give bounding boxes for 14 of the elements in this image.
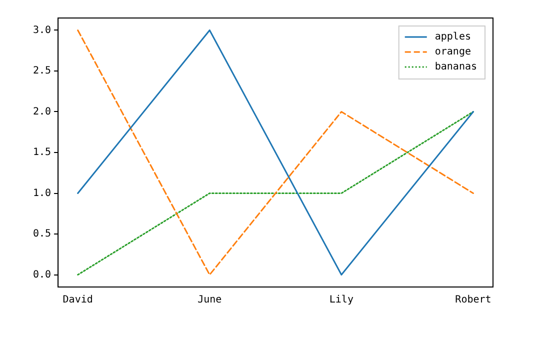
y-tick-label: 1.0: [33, 188, 52, 199]
legend-label: bananas: [434, 62, 478, 73]
y-tick-label: 2.0: [33, 106, 52, 118]
legend-label: apples: [434, 32, 471, 43]
y-tick-label: 1.5: [33, 147, 52, 158]
y-tick-label: 2.5: [33, 66, 52, 77]
y-tick-label: 0.5: [33, 228, 52, 240]
x-tick-label: Robert: [455, 294, 492, 306]
x-tick-label: June: [198, 294, 222, 306]
y-tick-label: 0.0: [33, 269, 52, 280]
x-tick-label: David: [62, 294, 93, 306]
y-tick-label: 3.0: [33, 24, 52, 36]
x-tick-label: Lily: [329, 294, 354, 306]
legend-label: orange: [434, 46, 471, 58]
